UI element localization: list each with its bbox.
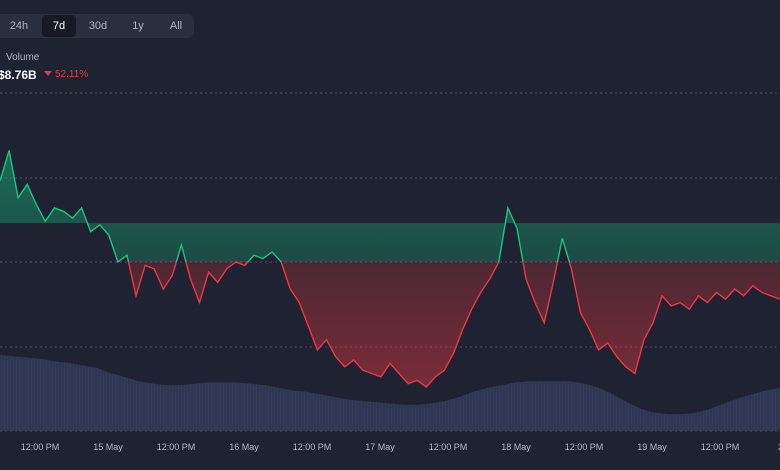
tab-all[interactable]: All	[169, 20, 183, 32]
x-tick-label: 19 May	[637, 442, 667, 452]
price-line-down	[117, 262, 780, 389]
price-fill-up	[0, 150, 780, 262]
timeframe-tabs: 24h 7d 30d 1y All	[0, 14, 194, 38]
x-tick-label: 20	[778, 442, 780, 452]
volume-area	[0, 355, 780, 431]
metric-value: $8.76B	[0, 68, 37, 82]
x-axis: 12:00 PM 15 May 12:00 PM 16 May 12:00 PM 17 M…	[21, 442, 780, 452]
x-tick-label: 16 May	[229, 442, 259, 452]
x-tick-label: 12:00 PM	[701, 442, 740, 452]
x-tick-label: 12:00 PM	[21, 442, 60, 452]
price-area	[0, 150, 780, 389]
x-tick-label: 18 May	[501, 442, 531, 452]
tab-30d[interactable]: 30d	[88, 20, 108, 32]
down-triangle-icon	[44, 71, 52, 76]
x-tick-label: 17 May	[365, 442, 395, 452]
metric-change-value: 52.11%	[55, 69, 89, 80]
metric-change: 52.11%	[44, 69, 88, 80]
x-tick-label: 12:00 PM	[429, 442, 468, 452]
x-tick-label: 12:00 PM	[157, 442, 196, 452]
tab-24h[interactable]: 24h	[9, 20, 29, 32]
x-tick-label: 15 May	[93, 442, 123, 452]
x-tick-label: 12:00 PM	[293, 442, 332, 452]
tab-1y[interactable]: 1y	[132, 20, 144, 32]
x-tick-label: 12:00 PM	[565, 442, 604, 452]
tab-7d[interactable]: 7d	[42, 15, 76, 37]
price-fill-down	[117, 262, 780, 388]
metric-label: Volume	[6, 52, 40, 63]
